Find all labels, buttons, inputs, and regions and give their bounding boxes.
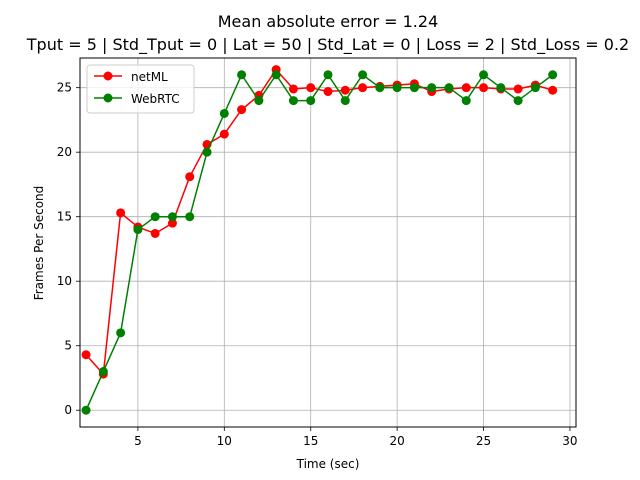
data-point-webrtc: [461, 96, 471, 106]
data-point-netml: [548, 85, 558, 95]
data-point-webrtc: [323, 70, 333, 80]
data-point-webrtc: [254, 96, 264, 106]
x-tick-label: 15: [303, 434, 318, 448]
data-point-webrtc: [219, 108, 229, 118]
chart-title: Mean absolute error = 1.24: [218, 12, 439, 31]
y-tick-label: 25: [57, 81, 72, 95]
data-point-netml: [513, 84, 523, 94]
y-axis-label: Frames Per Second: [32, 186, 46, 301]
data-point-webrtc: [409, 83, 419, 93]
x-tick-label: 5: [134, 434, 142, 448]
y-tick-label: 20: [57, 145, 72, 159]
legend: netML WebRTC: [86, 64, 195, 114]
data-point-webrtc: [444, 83, 454, 93]
y-tick-label: 0: [64, 403, 72, 417]
data-point-webrtc: [375, 83, 385, 93]
data-point-netml: [237, 105, 247, 115]
data-point-netml: [340, 85, 350, 95]
data-point-netml: [358, 83, 368, 93]
data-point-webrtc: [392, 83, 402, 93]
data-point-webrtc: [202, 147, 212, 157]
data-point-webrtc: [530, 83, 540, 93]
data-point-webrtc: [479, 70, 489, 80]
chart-subtitle: Tput = 5 | Std_Tput = 0 | Lat = 50 | Std…: [26, 35, 629, 55]
legend-marker-netml: [103, 71, 113, 81]
y-tick-label: 5: [64, 339, 72, 353]
data-point-netml: [219, 129, 229, 139]
data-point-webrtc: [271, 70, 281, 80]
data-point-webrtc: [496, 83, 506, 93]
data-point-webrtc: [427, 83, 437, 93]
data-point-netml: [288, 84, 298, 94]
x-tick-label: 25: [476, 434, 491, 448]
data-point-webrtc: [288, 96, 298, 106]
data-point-webrtc: [340, 96, 350, 106]
legend-label-webrtc: WebRTC: [131, 92, 180, 106]
legend-marker-webrtc: [103, 93, 113, 103]
y-tick-label: 15: [57, 210, 72, 224]
data-point-netml: [116, 208, 126, 218]
data-point-netml: [150, 228, 160, 238]
data-point-webrtc: [150, 212, 160, 222]
data-point-webrtc: [548, 70, 558, 80]
grid-lines: [80, 58, 576, 427]
series-webrtc: [81, 70, 558, 415]
x-tick-label: 10: [217, 434, 232, 448]
data-point-netml: [306, 83, 316, 93]
data-point-webrtc: [133, 225, 143, 235]
data-point-netml: [81, 350, 91, 360]
plot-area-frame: [79, 57, 577, 428]
data-point-webrtc: [513, 96, 523, 106]
data-point-webrtc: [167, 212, 177, 222]
data-point-webrtc: [306, 96, 316, 106]
data-point-netml: [323, 87, 333, 97]
data-point-netml: [461, 83, 471, 93]
data-point-webrtc: [81, 405, 91, 415]
x-tick-label: 20: [389, 434, 404, 448]
legend-frame: [86, 64, 195, 114]
data-point-netml: [185, 172, 195, 182]
data-point-webrtc: [358, 70, 368, 80]
data-point-webrtc: [98, 367, 108, 377]
series-line-webrtc: [85, 74, 554, 411]
x-tick-label: 30: [562, 434, 577, 448]
data-point-netml: [479, 83, 489, 93]
y-tick-label: 10: [57, 274, 72, 288]
data-series: [81, 65, 558, 415]
data-point-webrtc: [237, 70, 247, 80]
legend-label-netml: netML: [131, 70, 168, 84]
data-point-webrtc: [116, 328, 126, 338]
data-point-netml: [167, 218, 177, 228]
axis-ticks: 5 10 15 20 25 30 0 5 10 15 20 25: [57, 81, 578, 448]
x-axis-label: Time (sec): [296, 457, 360, 471]
data-point-webrtc: [185, 212, 195, 222]
